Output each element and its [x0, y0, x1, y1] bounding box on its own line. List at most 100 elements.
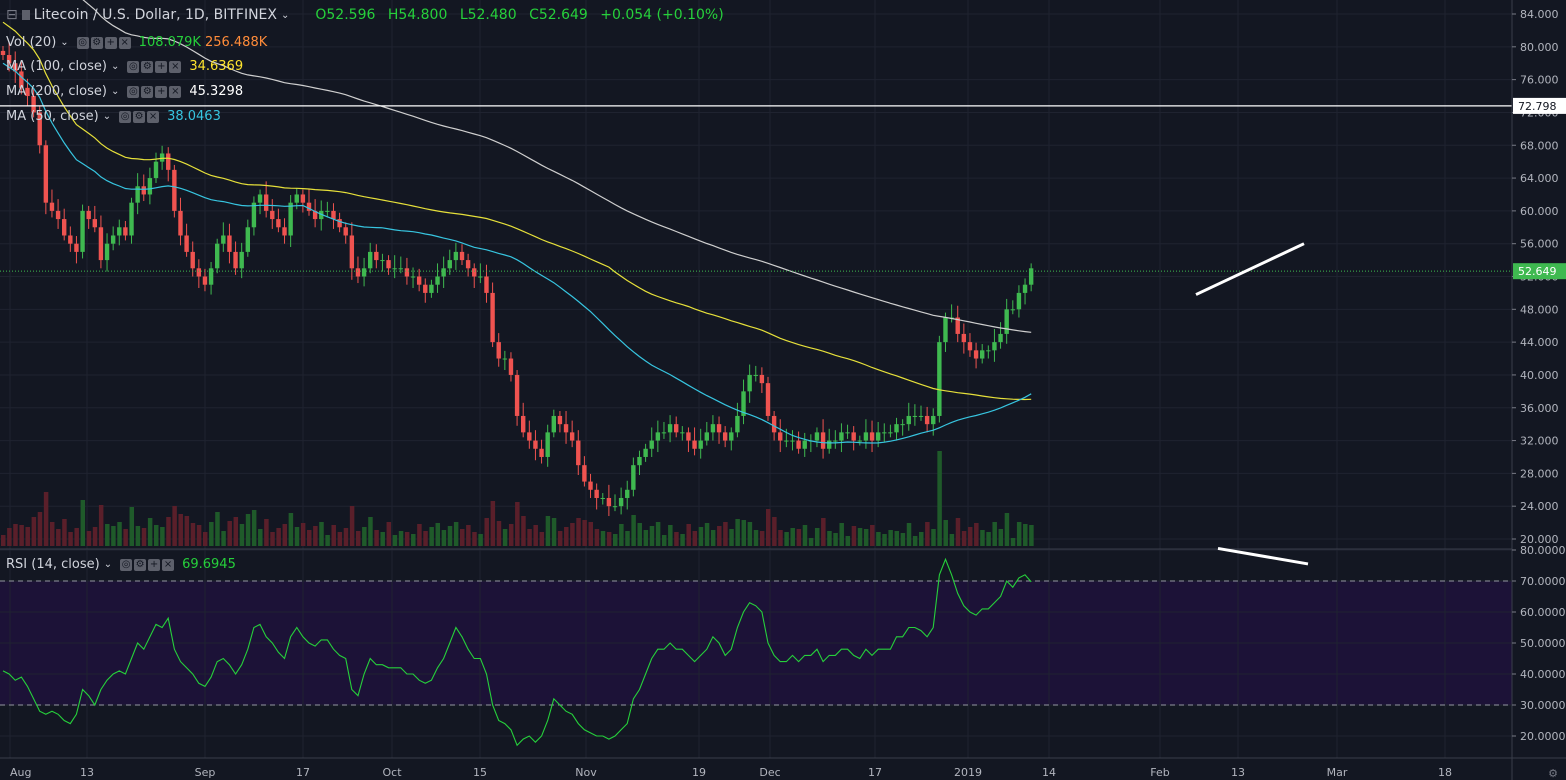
candle[interactable]: [227, 235, 232, 252]
candle[interactable]: [882, 432, 887, 434]
ma50-label[interactable]: MA (50, close): [6, 109, 99, 124]
candle[interactable]: [263, 194, 269, 211]
candle[interactable]: [349, 235, 355, 269]
candle[interactable]: [533, 440, 538, 449]
candle[interactable]: [569, 432, 575, 441]
candle[interactable]: [686, 432, 691, 441]
candle[interactable]: [251, 202, 257, 228]
candle[interactable]: [355, 268, 361, 277]
candle[interactable]: [637, 456, 642, 466]
candle[interactable]: [484, 276, 489, 293]
candle[interactable]: [545, 432, 550, 457]
candle[interactable]: [441, 268, 446, 277]
candle[interactable]: [759, 374, 765, 384]
candle[interactable]: [667, 424, 673, 433]
ma100-label[interactable]: MA (100, close): [6, 59, 107, 74]
candle[interactable]: [221, 235, 226, 244]
candle[interactable]: [900, 424, 905, 426]
candle[interactable]: [147, 178, 153, 195]
candle[interactable]: [343, 227, 348, 236]
symbol-title[interactable]: Litecoin / U.S. Dollar, 1D, BITFINEX: [33, 7, 277, 23]
candle[interactable]: [753, 374, 758, 376]
candle[interactable]: [239, 251, 244, 269]
candle[interactable]: [1016, 292, 1022, 310]
candle[interactable]: [961, 333, 967, 343]
candle[interactable]: [875, 432, 881, 441]
candle[interactable]: [820, 432, 826, 449]
ma200-label[interactable]: MA (200, close): [6, 84, 107, 99]
candle[interactable]: [924, 415, 930, 425]
candle[interactable]: [692, 440, 697, 449]
candle[interactable]: [625, 489, 630, 498]
candle[interactable]: [521, 415, 526, 433]
close-icon[interactable]: ×: [118, 36, 131, 49]
candle[interactable]: [802, 440, 807, 449]
candle[interactable]: [74, 243, 79, 252]
candle[interactable]: [392, 268, 397, 270]
candle[interactable]: [319, 210, 324, 220]
candle[interactable]: [661, 432, 667, 434]
candle[interactable]: [86, 210, 91, 220]
rsi-label[interactable]: RSI (14, close): [6, 557, 100, 572]
candle[interactable]: [576, 440, 581, 466]
gear-icon[interactable]: ⚙: [141, 60, 154, 73]
candle[interactable]: [325, 210, 330, 212]
gear-icon[interactable]: ⚙: [90, 36, 103, 49]
candle[interactable]: [6, 55, 12, 64]
candle[interactable]: [98, 227, 104, 261]
candle[interactable]: [790, 440, 795, 442]
candle[interactable]: [778, 432, 783, 441]
candle[interactable]: [80, 210, 85, 252]
candle[interactable]: [361, 268, 367, 277]
candle[interactable]: [955, 317, 960, 334]
candle[interactable]: [49, 202, 55, 211]
candle[interactable]: [704, 432, 709, 441]
candle[interactable]: [380, 260, 385, 262]
candle[interactable]: [906, 415, 911, 425]
candle[interactable]: [771, 415, 777, 433]
candle[interactable]: [514, 374, 520, 416]
candle[interactable]: [557, 415, 563, 425]
candle[interactable]: [19, 71, 24, 88]
candle[interactable]: [649, 440, 654, 449]
candle[interactable]: [257, 194, 263, 203]
candle[interactable]: [123, 227, 128, 236]
candle[interactable]: [423, 284, 428, 293]
candle[interactable]: [833, 440, 838, 442]
candle[interactable]: [202, 276, 208, 285]
candle[interactable]: [643, 448, 648, 457]
candle[interactable]: [337, 219, 342, 228]
candle[interactable]: [502, 358, 508, 360]
candle[interactable]: [306, 202, 312, 211]
candle[interactable]: [606, 497, 612, 507]
candle[interactable]: [869, 432, 875, 441]
candle[interactable]: [594, 489, 599, 498]
candle[interactable]: [888, 432, 893, 434]
candle[interactable]: [551, 415, 556, 433]
trend-line-rsi[interactable]: [1217, 546, 1309, 566]
chevron-down-icon[interactable]: ⌄: [102, 111, 112, 122]
candle[interactable]: [459, 251, 465, 261]
candle[interactable]: [31, 96, 36, 113]
candle[interactable]: [172, 169, 177, 211]
visibility-icon[interactable]: ◎: [76, 36, 89, 49]
candle[interactable]: [986, 350, 991, 352]
candle[interactable]: [796, 440, 801, 449]
candle[interactable]: [973, 350, 979, 359]
plus-icon[interactable]: +: [155, 85, 168, 98]
gear-icon[interactable]: ⚙: [141, 85, 154, 98]
candle[interactable]: [539, 448, 544, 457]
candle[interactable]: [839, 432, 844, 441]
candle[interactable]: [233, 251, 238, 269]
candle[interactable]: [0, 50, 6, 56]
candle[interactable]: [447, 260, 452, 269]
candle[interactable]: [710, 424, 716, 433]
candle[interactable]: [851, 432, 856, 441]
candle[interactable]: [110, 235, 116, 244]
candle[interactable]: [465, 260, 471, 269]
candle[interactable]: [331, 210, 336, 220]
candle[interactable]: [270, 210, 275, 220]
candle[interactable]: [159, 153, 165, 162]
price-scale[interactable]: [1512, 0, 1566, 780]
candle[interactable]: [992, 342, 997, 351]
